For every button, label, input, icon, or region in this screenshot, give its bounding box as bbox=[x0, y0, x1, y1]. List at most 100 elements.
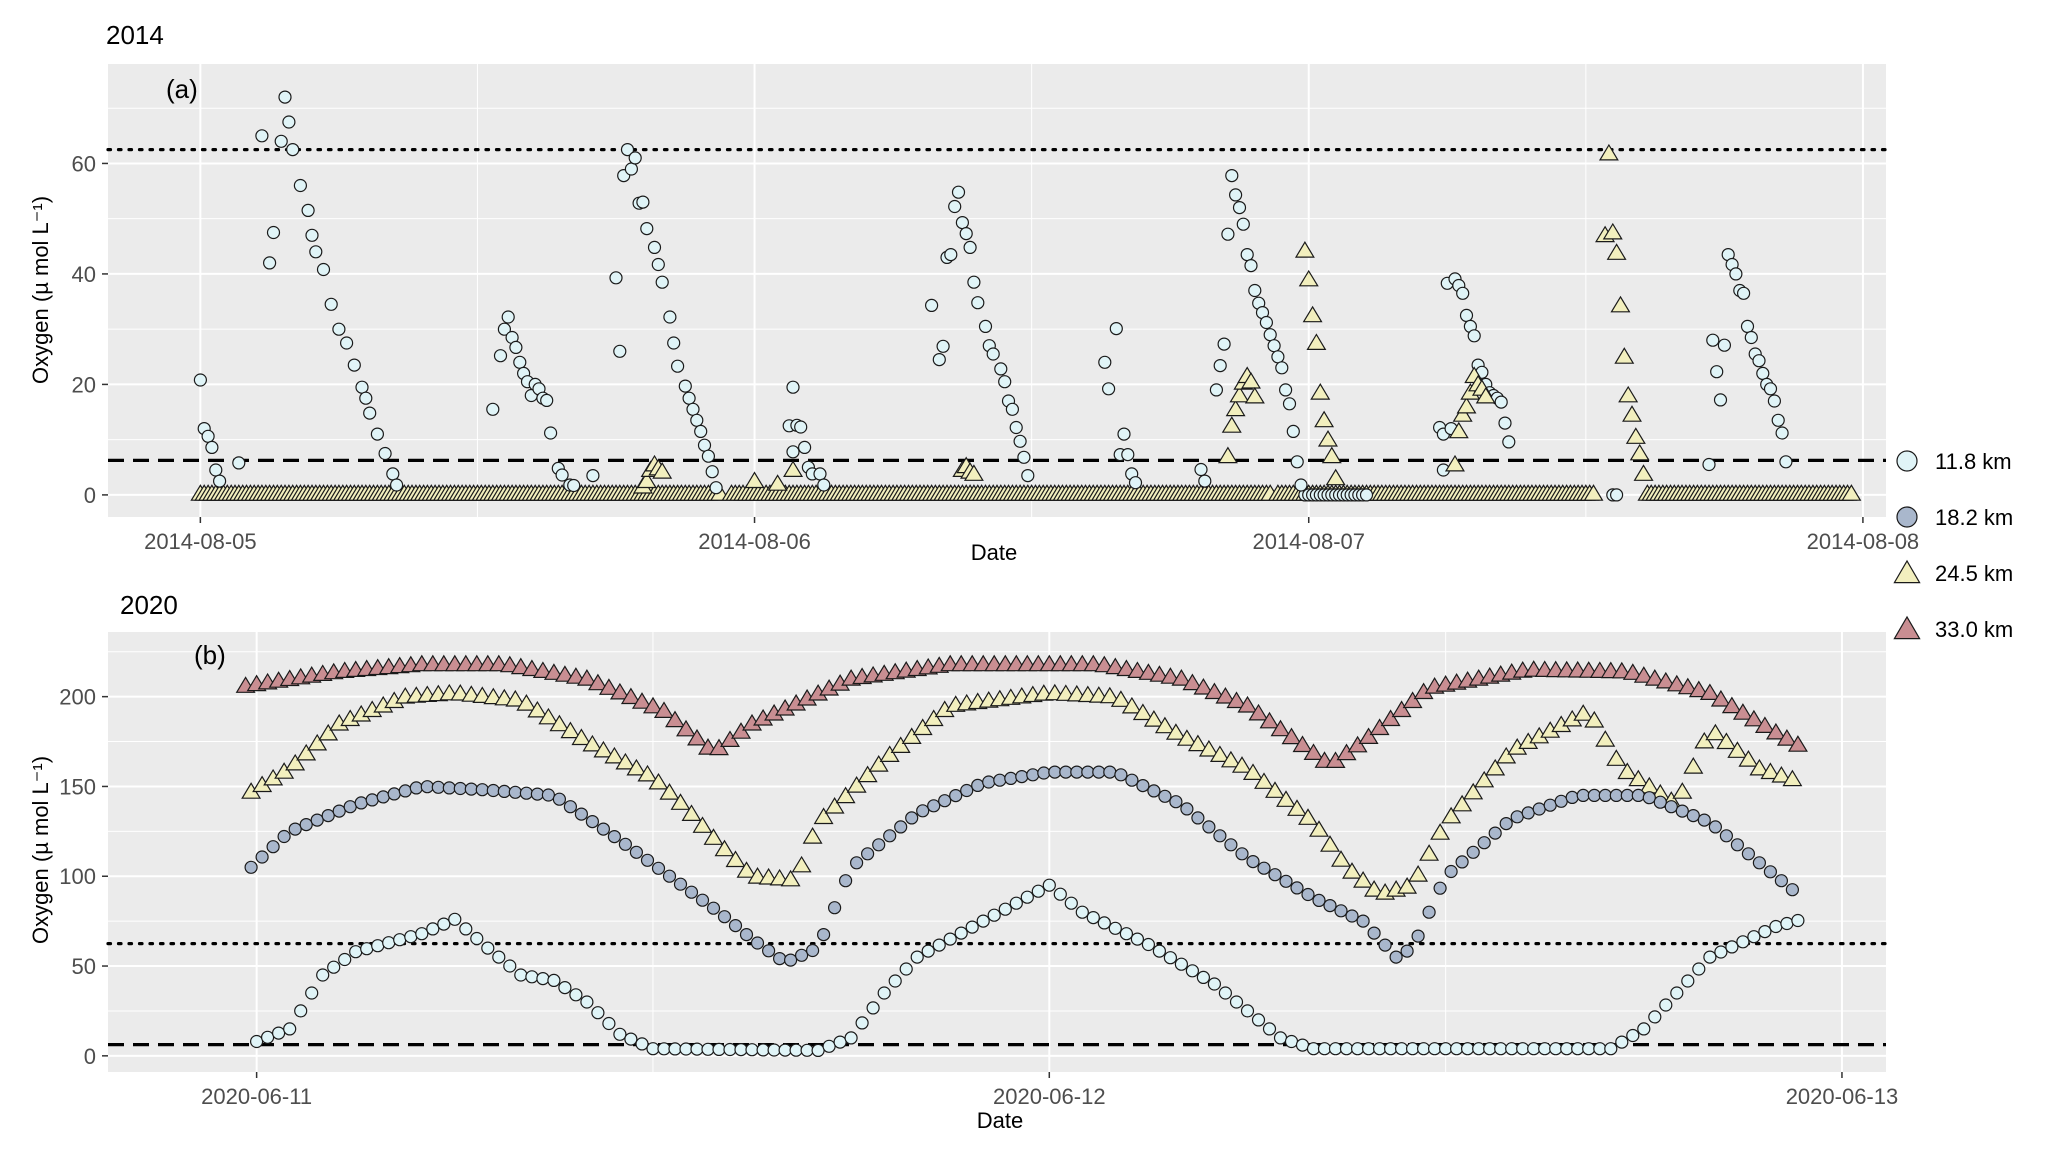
data-point bbox=[701, 1042, 715, 1056]
data-point bbox=[1278, 383, 1293, 397]
data-point bbox=[1626, 1028, 1640, 1043]
data-point bbox=[1760, 762, 1781, 780]
data-point bbox=[1787, 735, 1808, 752]
data-point bbox=[1294, 241, 1315, 258]
data-point bbox=[725, 850, 746, 868]
data-point bbox=[1207, 977, 1222, 991]
panel-a-x-ticks: 2014-08-05 2014-08-06 2014-08-07 2014-08-08 bbox=[144, 517, 1919, 554]
data-point bbox=[652, 462, 673, 479]
data-point bbox=[1642, 791, 1656, 805]
panel-a-year-title: 2014 bbox=[106, 20, 164, 50]
data-point bbox=[1694, 731, 1715, 749]
data-point bbox=[1498, 416, 1512, 430]
data-point bbox=[1209, 383, 1224, 397]
data-point bbox=[1622, 405, 1642, 422]
data-point bbox=[723, 1042, 737, 1057]
data-point bbox=[1350, 1042, 1365, 1056]
y-tick-label: 0 bbox=[84, 1044, 96, 1069]
data-point bbox=[1240, 248, 1254, 262]
data-point bbox=[1430, 823, 1451, 840]
data-point bbox=[261, 1030, 275, 1044]
legend-label: 24.5 km bbox=[1935, 561, 2013, 586]
data-point bbox=[960, 783, 974, 798]
data-point bbox=[376, 790, 390, 804]
data-point bbox=[1328, 1042, 1343, 1056]
data-point bbox=[1378, 938, 1392, 952]
x-tick-label: 2020-06-12 bbox=[993, 1084, 1106, 1109]
data-point bbox=[706, 901, 721, 915]
data-point bbox=[967, 275, 981, 289]
data-point bbox=[954, 926, 968, 940]
data-point bbox=[1226, 691, 1247, 709]
panel-b-y-ticks: 0 50 100 150 200 bbox=[59, 685, 108, 1069]
data-point bbox=[510, 657, 531, 675]
data-point bbox=[1688, 680, 1709, 698]
data-point bbox=[921, 944, 935, 958]
data-point bbox=[1402, 691, 1423, 709]
data-point bbox=[1477, 836, 1491, 850]
data-point bbox=[538, 707, 559, 725]
data-point bbox=[475, 783, 489, 797]
data-point bbox=[1059, 765, 1073, 779]
data-point bbox=[1554, 794, 1568, 808]
data-point bbox=[1666, 674, 1687, 692]
data-point bbox=[1655, 671, 1676, 689]
data-point bbox=[1767, 394, 1782, 408]
data-point bbox=[563, 800, 578, 814]
data-point bbox=[1475, 386, 1496, 404]
data-point bbox=[1042, 878, 1056, 892]
data-point bbox=[736, 861, 757, 878]
data-point bbox=[1771, 766, 1792, 783]
data-point bbox=[1310, 383, 1331, 400]
data-point bbox=[890, 736, 911, 754]
data-point bbox=[294, 1004, 308, 1018]
data-point bbox=[1629, 443, 1650, 461]
data-point bbox=[1389, 950, 1403, 964]
data-point bbox=[464, 782, 478, 796]
data-point bbox=[1776, 729, 1797, 746]
data-point bbox=[936, 339, 950, 353]
data-point bbox=[508, 785, 522, 799]
data-point bbox=[714, 839, 735, 857]
data-point bbox=[565, 667, 586, 684]
data-point bbox=[923, 709, 944, 727]
data-point bbox=[613, 344, 627, 358]
data-point bbox=[213, 474, 227, 488]
panel-a-x-axis-title: Date bbox=[971, 540, 1017, 565]
data-point bbox=[1361, 1042, 1376, 1056]
data-point bbox=[1198, 739, 1219, 757]
data-point bbox=[1228, 188, 1243, 202]
data-point bbox=[636, 195, 650, 209]
panel-a-points bbox=[190, 90, 1862, 502]
data-point bbox=[497, 322, 511, 336]
data-point bbox=[1248, 283, 1262, 298]
data-point bbox=[745, 1043, 759, 1057]
data-point bbox=[648, 772, 669, 790]
data-point bbox=[1267, 339, 1281, 353]
data-point bbox=[492, 950, 506, 964]
data-point bbox=[998, 375, 1012, 389]
data-point bbox=[955, 216, 970, 230]
data-point bbox=[982, 775, 996, 789]
data-point bbox=[1521, 806, 1535, 820]
data-point bbox=[1215, 687, 1236, 704]
data-point bbox=[1620, 788, 1634, 803]
data-point bbox=[1031, 884, 1045, 898]
data-point bbox=[338, 952, 352, 967]
data-point bbox=[640, 853, 655, 867]
data-point bbox=[525, 970, 539, 984]
data-point bbox=[585, 814, 600, 829]
data-point bbox=[1455, 855, 1469, 869]
data-point bbox=[530, 787, 545, 801]
data-point bbox=[1763, 865, 1778, 879]
legend: 11.8 km 18.2 km 24.5 km 33.0 km bbox=[1893, 449, 2013, 642]
data-point bbox=[1758, 924, 1772, 939]
data-point bbox=[849, 856, 864, 870]
data-point bbox=[813, 807, 834, 825]
x-tick-label: 2014-08-05 bbox=[144, 529, 257, 554]
data-point bbox=[1444, 454, 1465, 472]
panel-b-points bbox=[235, 654, 1808, 1058]
data-point bbox=[1094, 655, 1115, 673]
data-point bbox=[1149, 665, 1170, 682]
